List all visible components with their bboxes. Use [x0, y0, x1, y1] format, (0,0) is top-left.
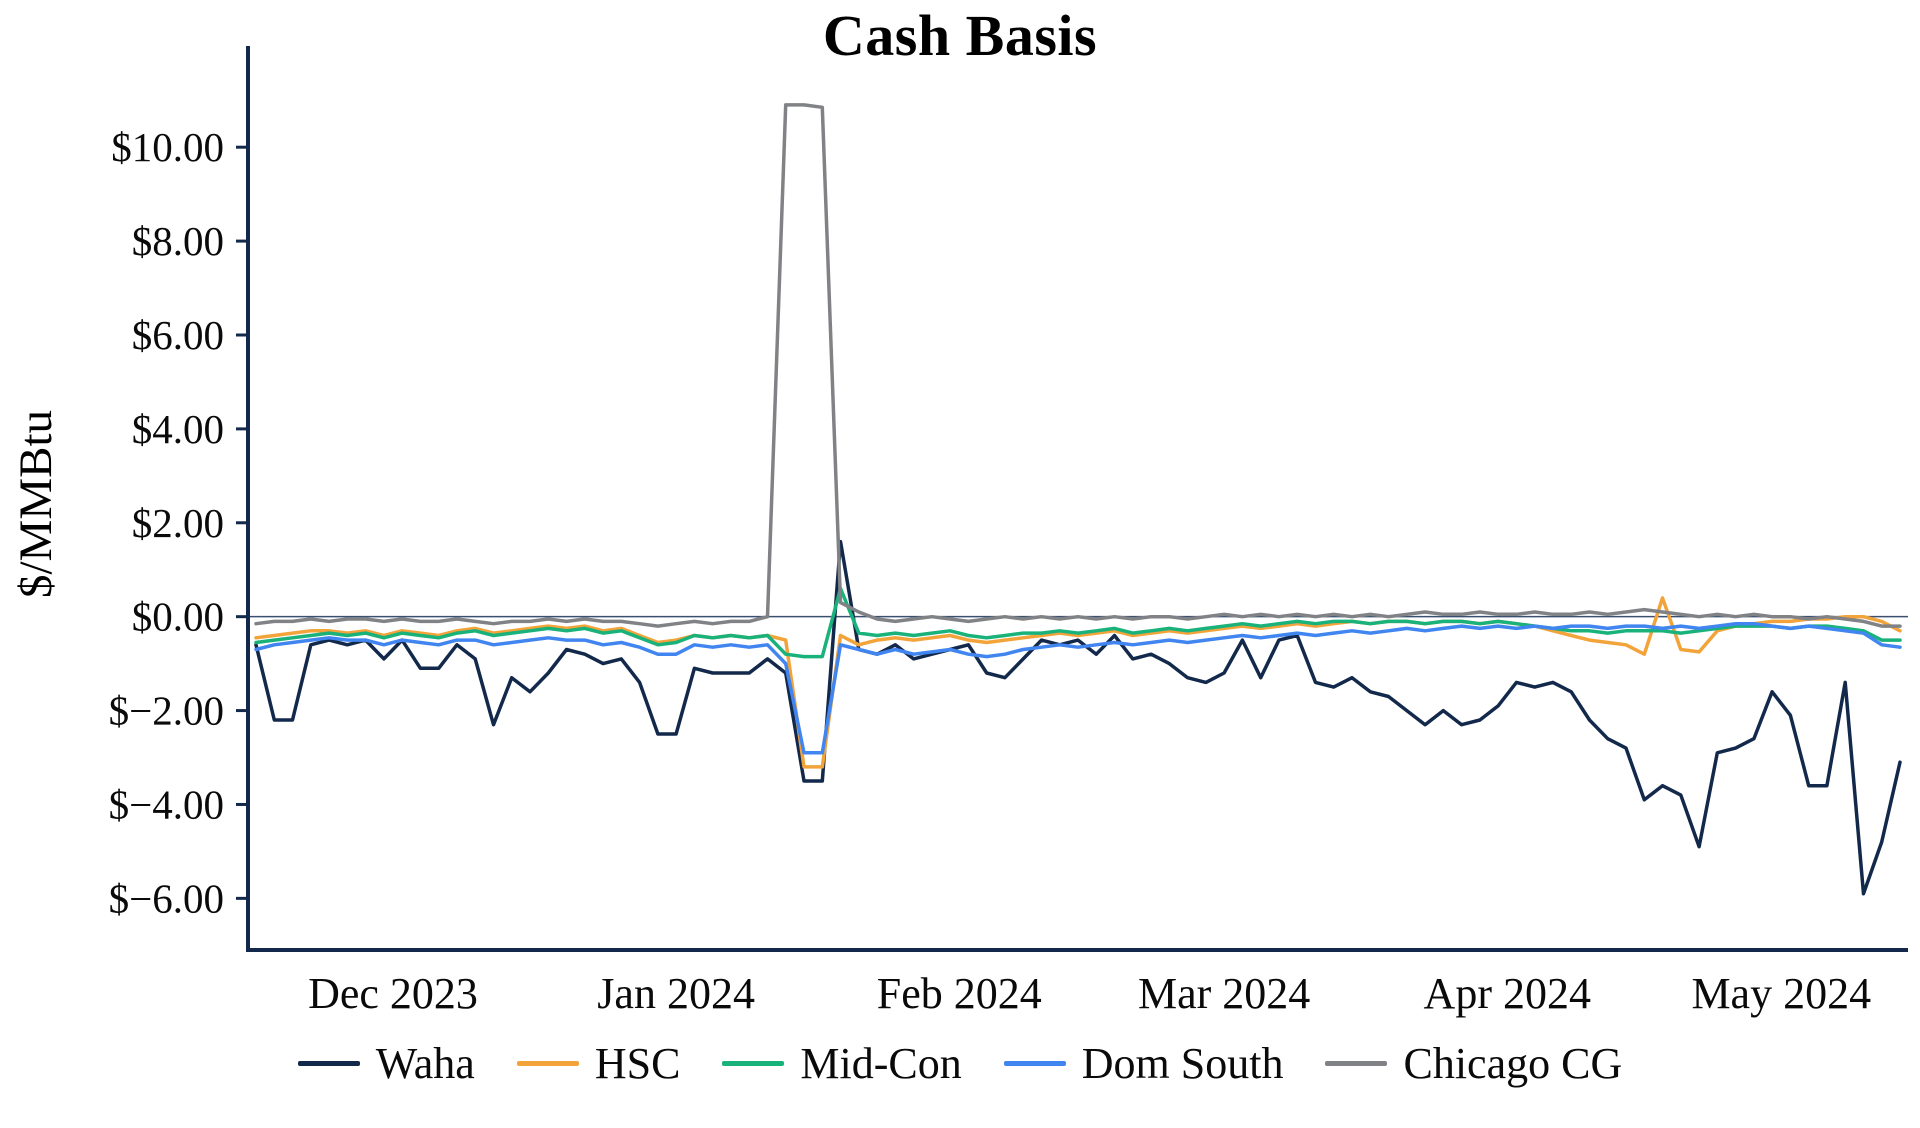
y-tick-label: $2.00 [132, 500, 224, 546]
legend-item-waha: Waha [297, 1038, 475, 1089]
y-tick-label: $−6.00 [109, 875, 224, 921]
legend-swatch-icon [516, 1061, 579, 1066]
legend-swatch-icon [297, 1061, 360, 1066]
y-tick-label: $4.00 [132, 406, 224, 452]
legend-label: Mid-Con [800, 1039, 962, 1088]
legend-item-chicago-cg: Chicago CG [1325, 1038, 1622, 1089]
series-line-waha [254, 539, 1902, 896]
chart-legend: Waha HSC Mid-Con Dom South Chicago CG [0, 1038, 1920, 1089]
y-tick-label: $8.00 [132, 218, 224, 264]
x-tick-label: Jan 2024 [597, 969, 755, 1018]
series-line-dom-south [254, 621, 1902, 755]
legend-item-dom-south: Dom South [1003, 1038, 1284, 1089]
legend-swatch-icon [722, 1061, 785, 1066]
x-tick-label: Mar 2024 [1138, 969, 1310, 1018]
y-tick-label: $−4.00 [109, 781, 224, 827]
y-tick-label: $0.00 [132, 594, 224, 640]
legend-swatch-icon [1003, 1061, 1066, 1066]
series-line-hsc [254, 596, 1902, 769]
legend-swatch-icon [1325, 1061, 1388, 1066]
series-line-mid-con [254, 586, 1902, 659]
y-tick-label: $−2.00 [109, 688, 224, 734]
legend-label: Dom South [1081, 1039, 1284, 1088]
legend-item-hsc: HSC [516, 1038, 681, 1089]
chart-title: Cash Basis [822, 3, 1098, 68]
series-line-chicago-cg [254, 103, 1902, 628]
x-tick-label: Feb 2024 [877, 969, 1042, 1018]
legend-label: HSC [594, 1039, 681, 1088]
legend-item-mid-con: Mid-Con [722, 1038, 962, 1089]
legend-label: Chicago CG [1403, 1039, 1623, 1088]
y-tick-label: $10.00 [111, 124, 224, 170]
x-tick-label: May 2024 [1691, 969, 1871, 1018]
x-tick-label: Apr 2024 [1424, 969, 1591, 1018]
y-tick-label: $6.00 [132, 312, 224, 358]
legend-label: Waha [375, 1039, 475, 1088]
x-tick-label: Dec 2023 [308, 969, 478, 1018]
